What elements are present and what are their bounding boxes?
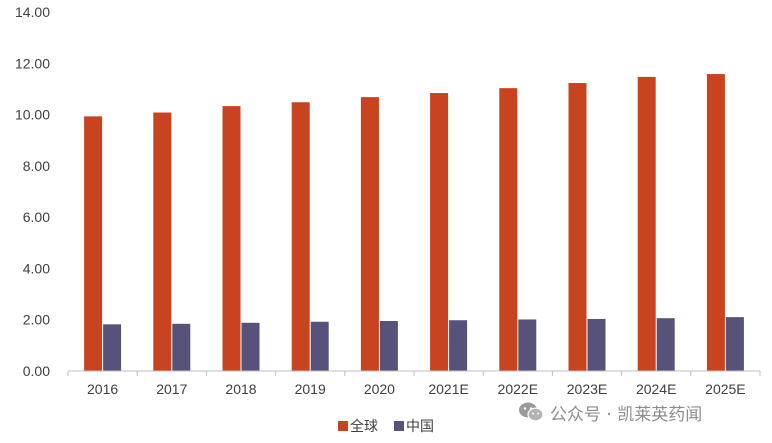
watermark: 公众号 · 凯莱英药闻 xyxy=(518,398,770,426)
y-tick-label: 12.00 xyxy=(15,55,50,71)
wechat-icon xyxy=(519,402,544,422)
legend-label-china: 中国 xyxy=(406,419,434,435)
bar-global xyxy=(568,83,587,372)
legend-label-global: 全球 xyxy=(350,418,378,435)
bar-china xyxy=(241,322,260,371)
x-tick-label: 2024E xyxy=(636,381,676,397)
x-tick-label: 2022E xyxy=(498,381,538,397)
legend-swatch-global xyxy=(338,421,348,431)
y-tick-label: 6.00 xyxy=(23,209,50,225)
bar-china xyxy=(379,320,398,371)
bar-global xyxy=(637,76,656,371)
bar-global xyxy=(430,93,449,371)
legend: 全球 中国 xyxy=(338,418,434,435)
bar-china xyxy=(656,318,675,371)
y-tick-label: 4.00 xyxy=(23,260,50,276)
x-tick-label: 2016 xyxy=(87,381,118,397)
bar-global xyxy=(84,116,103,372)
watermark-text: 公众号 · 凯莱英药闻 xyxy=(550,404,703,425)
legend-swatch-china xyxy=(394,421,404,431)
x-tick-label: 2023E xyxy=(567,381,607,397)
bar-global xyxy=(222,106,241,371)
bar-china xyxy=(310,321,329,371)
x-tick-label: 2017 xyxy=(156,381,187,397)
x-tick-label: 2020 xyxy=(364,381,395,397)
bar-china xyxy=(172,323,191,371)
bar-china xyxy=(518,319,537,371)
bars xyxy=(84,74,744,372)
x-tick-label: 2019 xyxy=(295,381,326,397)
y-axis-tick-labels: 0.00 2.00 4.00 6.00 8.00 10.00 12.00 14.00 xyxy=(15,4,50,379)
bar-global xyxy=(499,88,518,371)
x-tick-label: 2018 xyxy=(225,381,256,397)
y-tick-label: 14.00 xyxy=(15,4,50,20)
y-tick-label: 8.00 xyxy=(23,158,50,174)
x-tick-label: 2025E xyxy=(705,381,745,397)
y-tick-label: 2.00 xyxy=(23,312,50,328)
bar-china xyxy=(103,324,122,371)
y-tick-label: 10.00 xyxy=(15,107,50,123)
bar-global xyxy=(360,97,379,372)
x-tick-label: 2021E xyxy=(428,381,468,397)
bar-global xyxy=(291,102,310,372)
y-tick-label: 0.00 xyxy=(23,363,50,379)
bar-china xyxy=(725,317,744,371)
bar-global xyxy=(153,112,172,372)
bar-global xyxy=(706,74,725,371)
x-axis-tick-labels: 2016 2017 2018 2019 2020 2021E 2022E 2023E 2024E… xyxy=(87,381,746,397)
x-axis-ticks xyxy=(67,371,761,376)
bar-china xyxy=(587,318,606,371)
bar-china xyxy=(449,320,468,371)
